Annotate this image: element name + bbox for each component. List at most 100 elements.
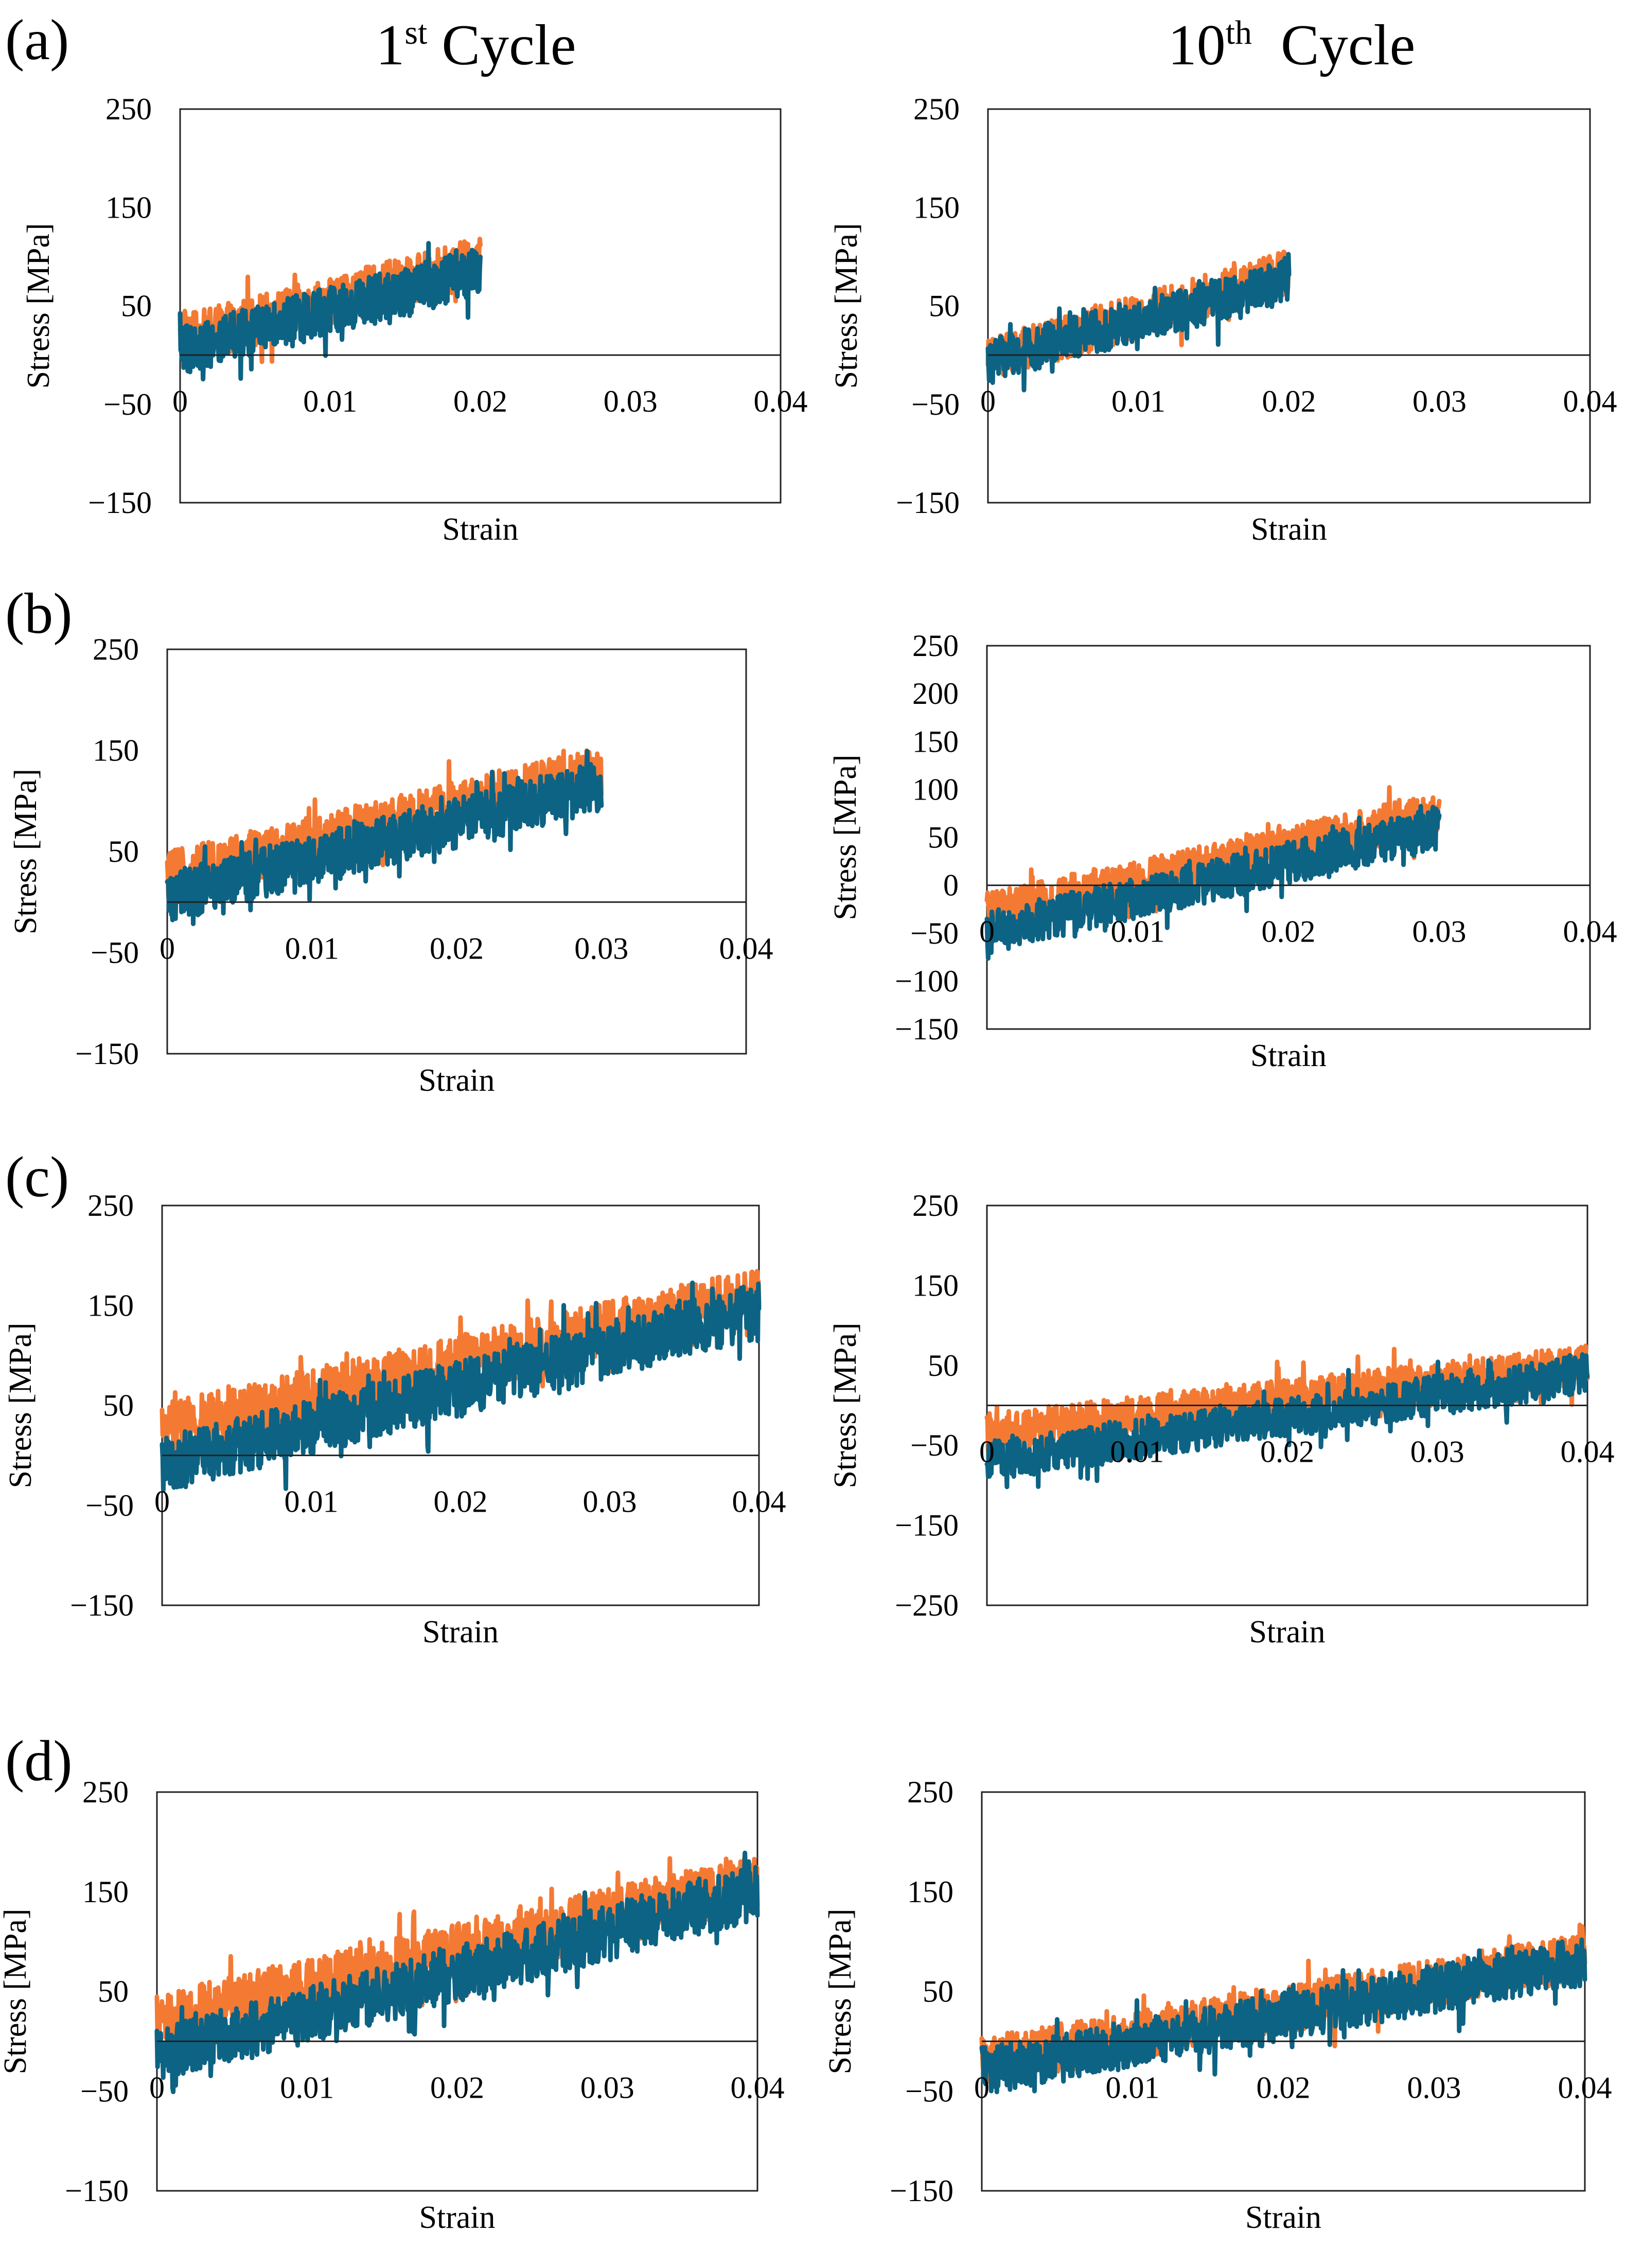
x-tick-label: 0.04 — [1558, 2070, 1612, 2104]
x-tick-label: 0 — [160, 931, 175, 965]
x-axis-label: Strain — [419, 2200, 495, 2235]
x-tick-label: 0.01 — [280, 2070, 334, 2104]
x-tick-label: 0.03 — [1412, 915, 1467, 949]
column-title-1st-cycle: 1st Cycle — [376, 13, 576, 77]
y-tick-label: −50 — [911, 387, 960, 421]
chart-c1: 0 0.01 0.02 0.03 0.04 −150 −50 50 150 250 Strain St… — [3, 1189, 786, 1650]
y-tick-label: −150 — [895, 1509, 959, 1543]
y-axis-label: Stress [MPa] — [0, 1908, 33, 2074]
y-tick-label: 250 — [105, 92, 152, 126]
x-axis-label: Strain — [442, 512, 518, 547]
y-tick-label: 150 — [907, 1875, 953, 1909]
y-axis-label: Stress [MPa] — [823, 1908, 858, 2074]
y-tick-label: −50 — [91, 936, 139, 970]
x-tick-label: 0.02 — [430, 931, 484, 965]
x-axis-label: Strain — [1249, 1615, 1325, 1650]
y-tick-label: −50 — [910, 916, 959, 950]
y-tick-label: −50 — [103, 387, 152, 421]
y-tick-label: 50 — [923, 1975, 953, 2009]
x-tick-label: 0.03 — [604, 384, 658, 418]
x-tick-label: 0.03 — [580, 2070, 634, 2104]
column-title-10th-cycle: 10th Cycle — [1168, 13, 1416, 77]
y-tick-label: 250 — [912, 1189, 959, 1222]
series-teal-line — [979, 1937, 1587, 2095]
x-tick-label: 0.02 — [453, 384, 507, 418]
y-axis-label: Stress [MPa] — [828, 754, 863, 920]
y-tick-label: 150 — [93, 734, 139, 768]
x-tick-label: 0.04 — [731, 2070, 785, 2104]
series-teal-line — [160, 1280, 762, 1493]
y-tick-label: 50 — [98, 1975, 129, 2009]
chart-d10: 0 0.01 0.02 0.03 0.04 −150 −50 50 150 250 Strain St… — [823, 1775, 1612, 2235]
y-tick-label: 250 — [87, 1189, 134, 1222]
y-tick-label: 250 — [82, 1775, 129, 1809]
y-tick-label: 250 — [93, 632, 139, 666]
panel-label-b: (b) — [5, 582, 73, 646]
y-tick-label: 150 — [105, 190, 152, 224]
plot-frame — [986, 645, 1591, 1030]
x-tick-label: 0.04 — [1563, 915, 1617, 949]
series-teal-line — [985, 252, 1292, 393]
y-tick-label: 150 — [913, 190, 960, 224]
series-teal-line — [984, 804, 1442, 961]
y-axis-label: Stress [MPa] — [8, 769, 43, 934]
y-tick-label: 150 — [912, 724, 959, 758]
plot-frame — [179, 108, 782, 504]
x-tick-label: 0.02 — [430, 2070, 484, 2104]
x-axis-label: Strain — [422, 1615, 499, 1650]
plot-frame — [981, 1791, 1586, 2192]
y-tick-label: 150 — [912, 1268, 959, 1302]
plot-frame — [987, 108, 1591, 504]
chart-d1: 0 0.01 0.02 0.03 0.04 −150 −50 50 150 250 Strain St… — [0, 1775, 785, 2235]
y-axis-label: Stress [MPa] — [828, 1322, 863, 1488]
x-tick-label: 0 — [979, 1435, 995, 1469]
x-tick-label: 0.02 — [1262, 384, 1316, 418]
y-tick-label: 50 — [928, 1349, 959, 1383]
y-tick-label: −150 — [65, 2174, 129, 2208]
y-tick-label: −50 — [85, 1489, 134, 1522]
y-tick-label: 150 — [82, 1875, 129, 1909]
y-tick-label: −150 — [88, 486, 152, 520]
y-tick-label: −150 — [70, 1588, 134, 1622]
x-axis-label: Strain — [1251, 512, 1327, 547]
y-tick-label: 100 — [912, 772, 959, 806]
y-tick-label: 50 — [121, 289, 152, 323]
x-tick-label: 0.01 — [303, 384, 357, 418]
y-tick-label: −50 — [910, 1428, 959, 1462]
y-tick-label: −150 — [890, 2174, 953, 2208]
y-tick-label: −150 — [75, 1037, 139, 1071]
series-teal-line — [178, 241, 483, 382]
series-teal-line — [154, 1850, 760, 2095]
y-tick-label: 50 — [928, 821, 959, 855]
x-tick-label: 0.02 — [1262, 915, 1316, 949]
x-tick-label: 0 — [172, 384, 188, 418]
panel-label-d: (d) — [5, 1729, 73, 1793]
x-tick-label: 0 — [149, 2070, 165, 2104]
chart-a10: 0 0.01 0.02 0.03 0.04 −150 −50 50 150 250 Strain St… — [829, 92, 1617, 547]
x-tick-label: 0.03 — [583, 1485, 637, 1519]
x-tick-label: 0.01 — [1110, 1435, 1164, 1469]
x-tick-label: 0.01 — [285, 1485, 339, 1519]
y-tick-label: −50 — [905, 2074, 953, 2108]
x-tick-label: 0.02 — [1260, 1435, 1314, 1469]
y-tick-label: 250 — [907, 1775, 953, 1809]
y-axis-label: Stress [MPa] — [21, 223, 56, 388]
y-tick-label: −50 — [80, 2074, 129, 2108]
x-tick-label: 0.04 — [1561, 1435, 1615, 1469]
panel-label-c: (c) — [5, 1145, 69, 1209]
y-tick-label: 200 — [912, 677, 959, 711]
x-tick-label: 0 — [154, 1485, 170, 1519]
x-tick-label: 0.02 — [434, 1485, 488, 1519]
x-tick-label: 0 — [980, 384, 996, 418]
x-tick-label: 0.01 — [1106, 2070, 1160, 2104]
x-axis-label: Strain — [1245, 2200, 1321, 2235]
chart-c10: 0 0.01 0.02 0.03 0.04 −250 −150 −50 50 150 250 Stra… — [828, 1189, 1615, 1650]
x-axis-label: Strain — [1250, 1038, 1327, 1073]
x-tick-label: 0.01 — [285, 931, 339, 965]
x-tick-label: 0 — [979, 915, 995, 949]
chart-b10: 0 0.01 0.02 0.03 0.04 −150 −100 −50 0 50 100 150 200… — [828, 629, 1617, 1073]
y-tick-label: 50 — [108, 835, 139, 869]
y-tick-label: 0 — [943, 869, 959, 902]
x-tick-label: 0.03 — [1407, 2070, 1461, 2104]
x-tick-label: 0.01 — [1111, 384, 1165, 418]
